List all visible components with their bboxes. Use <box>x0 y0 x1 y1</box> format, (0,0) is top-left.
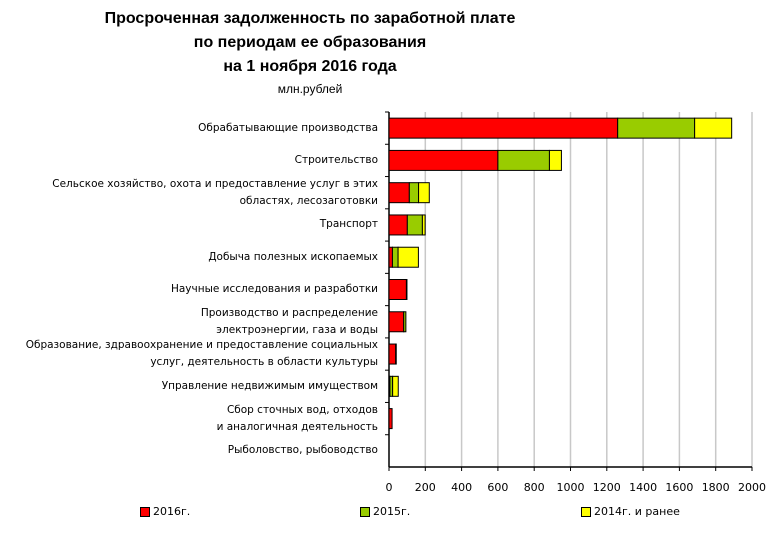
bar-2015 <box>408 182 420 204</box>
x-tick-label: 1400 <box>629 481 657 494</box>
category-label: Рыболовство, рыбоводство <box>227 444 378 457</box>
chart-title-line-3: на 1 ноября 2016 года <box>223 58 397 75</box>
bar-2015 <box>403 311 407 333</box>
bar-2014 <box>548 149 562 171</box>
bar-2016 <box>388 182 410 204</box>
category-label: Производство и распределение электроэнерг… <box>200 306 378 336</box>
bar-2014 <box>418 182 430 204</box>
bar-2016 <box>388 214 408 236</box>
bar-2015 <box>617 117 696 139</box>
bar-2014 <box>392 375 399 397</box>
bar-2014 <box>397 246 419 268</box>
category-label: Строительство <box>294 153 378 166</box>
legend-item-2015: 2015г. <box>360 505 410 518</box>
category-label: Управление недвижимым имуществом <box>161 379 378 392</box>
bar-2015 <box>391 246 399 268</box>
bar-2014 <box>694 117 733 139</box>
legend-item-2014: 2014г. и ранее <box>581 505 680 518</box>
x-tick-label: 400 <box>451 481 472 494</box>
bar-2016 <box>388 408 393 430</box>
bar-2016 <box>388 311 405 333</box>
legend-label: 2015г. <box>373 505 411 518</box>
category-label: Сельское хозяйство, охота и предоставлен… <box>52 177 378 207</box>
x-tick-label: 1600 <box>665 481 693 494</box>
x-tick-label: 800 <box>524 481 545 494</box>
x-tick-label: 0 <box>386 481 393 494</box>
bar-2016 <box>388 149 499 171</box>
bar-2016 <box>388 279 407 300</box>
x-tick-label: 2000 <box>738 481 766 494</box>
chart-title-line-2: по периодам ее образования <box>193 34 427 51</box>
bar-2016 <box>388 246 393 268</box>
x-tick-label: 1800 <box>702 481 730 494</box>
x-tick-label: 1200 <box>593 481 621 494</box>
bar-2014 <box>421 214 426 236</box>
legend-label: 2016г. <box>153 505 191 518</box>
chart-title-line-1: Просроченная задолженность по заработной… <box>104 10 516 27</box>
bar-2016 <box>388 117 619 139</box>
legend-swatch <box>140 506 150 517</box>
x-tick-label: 1000 <box>557 481 585 494</box>
legend-swatch <box>360 506 370 517</box>
category-label: Научные исследования и разработки <box>170 283 378 295</box>
legend-swatch <box>581 506 591 517</box>
bar-2015 <box>405 279 408 300</box>
category-label: Образование, здравоохранение и предостав… <box>25 339 378 369</box>
x-tick-label: 600 <box>487 481 508 494</box>
bar-2016 <box>388 343 397 365</box>
category-label: Добыча полезных ископаемых <box>208 250 378 263</box>
x-tick-label: 200 <box>415 481 436 494</box>
bar-2015 <box>395 343 397 365</box>
bar-2015 <box>406 214 423 236</box>
legend-item-2016: 2016г. <box>140 505 190 518</box>
legend-label: 2014г. и ранее <box>594 505 680 518</box>
chart-unit: млн.рублей <box>277 82 343 96</box>
category-label: Сбор сточных вод, отходов и аналогичная д… <box>216 403 378 433</box>
category-label: Обрабатывающие производства <box>198 121 378 134</box>
bar-2015 <box>497 149 550 171</box>
category-label: Транспорт <box>319 218 378 231</box>
